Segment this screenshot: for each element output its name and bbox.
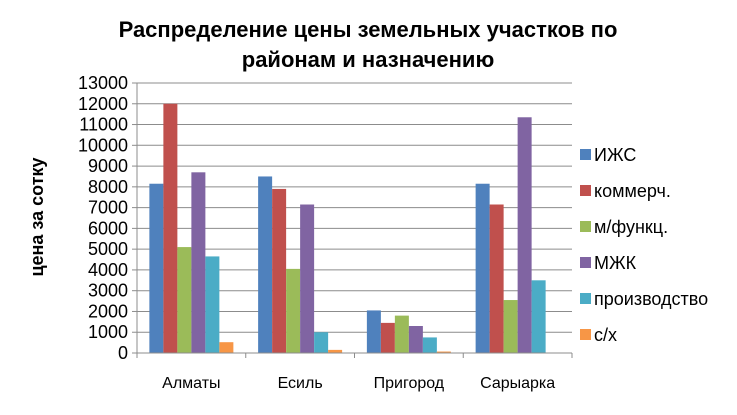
x-category-label: Алматы — [162, 375, 220, 392]
bar — [300, 204, 315, 353]
bar — [475, 183, 490, 353]
legend-swatch — [580, 293, 591, 304]
legend-swatch — [580, 221, 591, 232]
legend-label: МЖК — [594, 253, 637, 273]
bar — [258, 176, 273, 353]
y-tick-label: 8000 — [88, 177, 128, 197]
bar — [219, 342, 234, 353]
legend-swatch — [580, 185, 591, 196]
bar — [531, 280, 546, 353]
bar — [163, 103, 178, 354]
legend-label: коммерч. — [594, 181, 671, 201]
bar — [328, 349, 343, 353]
chart-title-line-1: Распределение цены земельных участков по — [119, 17, 618, 42]
legend-swatch — [580, 149, 591, 160]
x-category-label: Пригород — [374, 375, 445, 392]
bar — [177, 247, 192, 353]
axes — [136, 83, 573, 358]
bar — [489, 204, 504, 353]
y-tick-label: 11000 — [79, 115, 128, 135]
bar — [422, 337, 437, 353]
legend-label: производство — [594, 289, 708, 309]
bar — [314, 332, 329, 353]
bar — [436, 351, 451, 353]
bar — [380, 322, 395, 353]
y-tick-label: 6000 — [88, 218, 128, 238]
legend-label: с/х — [594, 325, 617, 345]
legend-swatch — [580, 329, 591, 340]
y-axis-label: цена за сотку — [27, 157, 47, 276]
y-tick-label: 10000 — [78, 135, 128, 155]
bars — [149, 103, 546, 354]
y-tick-label: 9000 — [88, 156, 128, 176]
y-tick-label: 5000 — [88, 239, 128, 259]
chart-title-line-2: районам и назначению — [242, 47, 495, 72]
y-tick-label: 13000 — [78, 73, 128, 93]
legend-label: ИЖС — [594, 145, 636, 165]
y-tick-label: 1000 — [88, 322, 128, 342]
bar — [503, 300, 518, 353]
y-tick-label: 3000 — [88, 281, 128, 301]
legend-label: м/функц. — [594, 217, 668, 237]
x-category-label: Есиль — [278, 375, 323, 392]
legend-swatch — [580, 257, 591, 268]
bar — [408, 326, 423, 353]
bar — [191, 172, 206, 353]
bar — [366, 310, 381, 353]
legend: ИЖС коммерч. м/функц. МЖК производство с/х — [580, 145, 708, 345]
y-axis-ticks: 0100020003000400050006000700080009000100… — [78, 73, 137, 363]
bar — [205, 256, 220, 353]
bar — [517, 117, 532, 354]
bar — [286, 268, 301, 353]
x-axis-categories: Алматы Есиль Пригород Сарыарка — [162, 375, 555, 392]
y-tick-label: 12000 — [78, 94, 128, 114]
y-tick-label: 0 — [118, 343, 128, 363]
y-tick-label: 4000 — [88, 260, 128, 280]
bar — [149, 183, 164, 353]
x-category-label: Сарыарка — [480, 375, 555, 392]
bar — [272, 188, 287, 353]
bar — [394, 315, 409, 353]
y-tick-label: 7000 — [88, 198, 128, 218]
y-tick-label: 2000 — [88, 301, 128, 321]
